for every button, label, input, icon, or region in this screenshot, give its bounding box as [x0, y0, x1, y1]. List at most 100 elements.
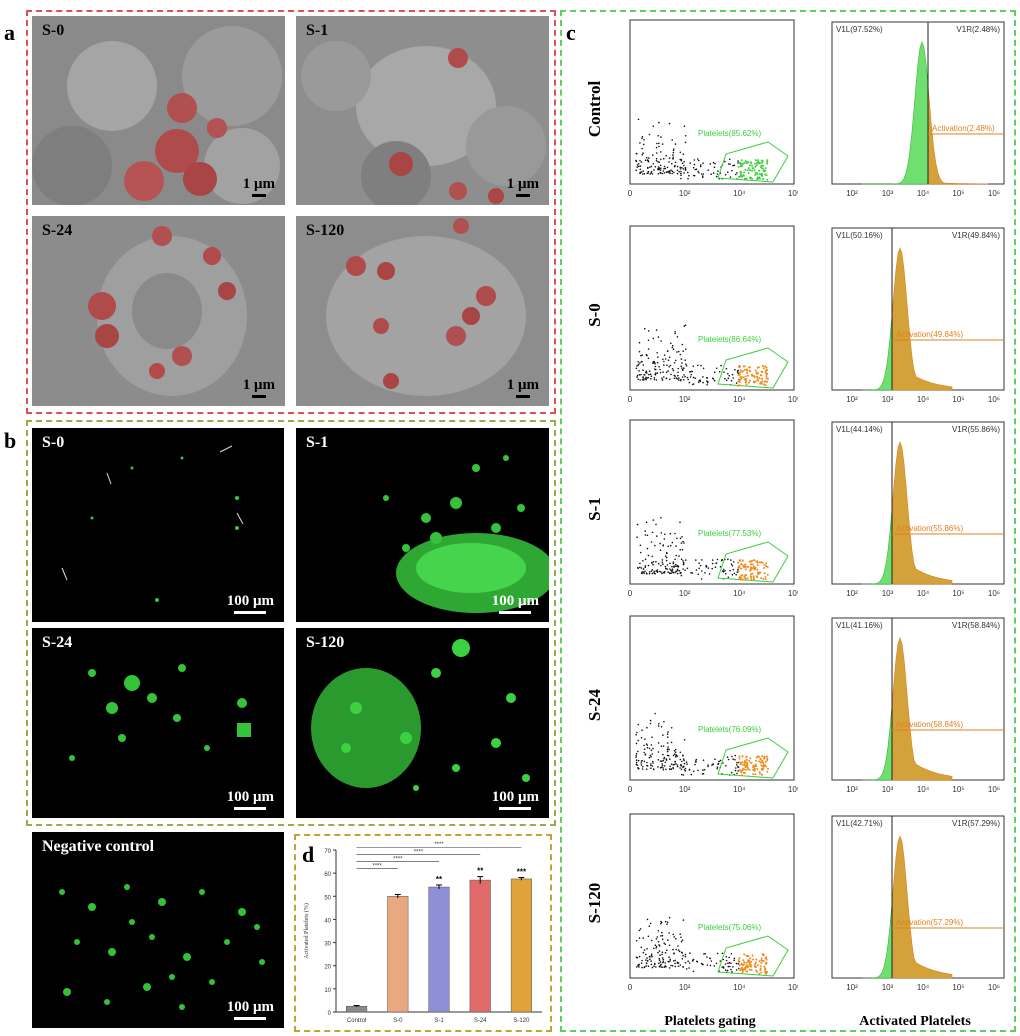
- event-dot: [708, 573, 711, 575]
- bracket-label: ****: [434, 842, 444, 848]
- gated-event-dot: [743, 177, 746, 180]
- event-dot: [635, 742, 638, 745]
- event-dot: [724, 377, 726, 380]
- event-dot: [681, 367, 683, 369]
- event-dot: [674, 751, 677, 753]
- event-dot: [722, 966, 725, 968]
- event-dot: [661, 931, 663, 934]
- x-tick-label: Control: [347, 1018, 366, 1024]
- gated-event-dot: [752, 578, 755, 581]
- event-dot: [649, 173, 651, 175]
- gated-event-dot: [758, 972, 760, 975]
- event-dot: [727, 576, 730, 579]
- event-dot: [685, 365, 688, 367]
- gated-event-dot: [737, 561, 740, 564]
- gated-event-dot: [754, 962, 757, 965]
- event-dot: [730, 559, 732, 561]
- x-tick-label: 0: [628, 983, 633, 992]
- event-dot: [681, 773, 683, 776]
- event-dot: [651, 569, 654, 571]
- event-dot: [668, 356, 671, 359]
- event-dot: [636, 523, 639, 526]
- gated-event-dot: [753, 768, 756, 771]
- gated-event-dot: [762, 578, 765, 580]
- x-tick-label: 0: [628, 589, 633, 598]
- gated-event-dot: [742, 174, 745, 177]
- event-dot: [659, 954, 661, 956]
- event-dot: [661, 934, 664, 937]
- event-dot: [647, 376, 650, 379]
- gated-event-dot: [750, 961, 752, 963]
- event-dot: [673, 750, 676, 752]
- gated-event-dot: [745, 765, 747, 768]
- plot-frame: [629, 615, 795, 781]
- gated-event-dot: [741, 755, 744, 758]
- x-tick-label: 10²: [846, 589, 858, 598]
- event-dot: [709, 163, 712, 165]
- event-dot: [725, 765, 727, 767]
- gated-event-dot: [766, 159, 769, 162]
- event-dot: [643, 139, 645, 141]
- event-dot: [672, 151, 675, 154]
- event-dot: [681, 760, 683, 763]
- fluorescence-image-s120: S-120 100 μm: [296, 628, 549, 818]
- event-dot: [684, 770, 687, 772]
- event-dot: [674, 571, 676, 574]
- event-dot: [714, 758, 716, 760]
- gated-event-dot: [741, 761, 744, 764]
- event-dot: [700, 173, 703, 175]
- event-dot: [658, 121, 660, 124]
- event-dot: [636, 164, 639, 166]
- gated-event-dot: [758, 960, 761, 963]
- x-tick-label: 0: [628, 395, 633, 404]
- event-dot: [687, 960, 689, 962]
- v1l-region: [862, 903, 893, 979]
- event-dot: [657, 940, 660, 943]
- event-dot: [656, 372, 659, 374]
- event-dot: [684, 953, 687, 956]
- event-dot: [722, 958, 725, 961]
- event-dot: [657, 751, 660, 753]
- gated-event-dot: [744, 168, 747, 171]
- event-dot: [645, 521, 648, 524]
- gated-event-dot: [744, 568, 747, 571]
- x-tick-label: 10⁶: [788, 983, 798, 992]
- event-dot: [732, 164, 734, 167]
- event-dot: [673, 374, 675, 377]
- event-dot: [639, 379, 641, 381]
- event-dot: [704, 952, 706, 955]
- event-dot: [699, 379, 701, 381]
- event-dot: [650, 744, 653, 746]
- x-tick-label: 10⁶: [788, 589, 798, 598]
- event-dot: [638, 929, 641, 932]
- event-dot: [644, 570, 646, 573]
- event-dot: [635, 956, 638, 958]
- event-dot: [682, 350, 684, 352]
- event-dot: [643, 374, 646, 376]
- event-dot: [654, 362, 656, 365]
- gated-event-dot: [765, 174, 768, 177]
- event-dot: [707, 764, 709, 766]
- x-tick-label: 10⁶: [788, 785, 798, 794]
- gated-event-dot: [741, 578, 744, 581]
- flow-row-label: S-24: [585, 688, 604, 722]
- event-dot: [640, 171, 643, 173]
- event-dot: [670, 169, 672, 171]
- event-dot: [683, 542, 685, 544]
- event-dot: [684, 168, 687, 170]
- event-dot: [639, 551, 642, 554]
- gated-event-dot: [756, 375, 758, 378]
- event-dot: [727, 171, 729, 173]
- event-dot: [684, 324, 687, 326]
- event-dot: [736, 371, 739, 373]
- event-dot: [652, 563, 654, 566]
- event-dot: [662, 563, 664, 565]
- event-dot: [656, 142, 658, 145]
- gated-event-dot: [762, 954, 765, 957]
- gated-event-dot: [760, 971, 763, 974]
- event-dot: [664, 761, 667, 764]
- event-dot: [677, 371, 679, 374]
- event-dot: [699, 380, 702, 383]
- event-dot: [685, 968, 688, 970]
- event-dot: [665, 759, 668, 761]
